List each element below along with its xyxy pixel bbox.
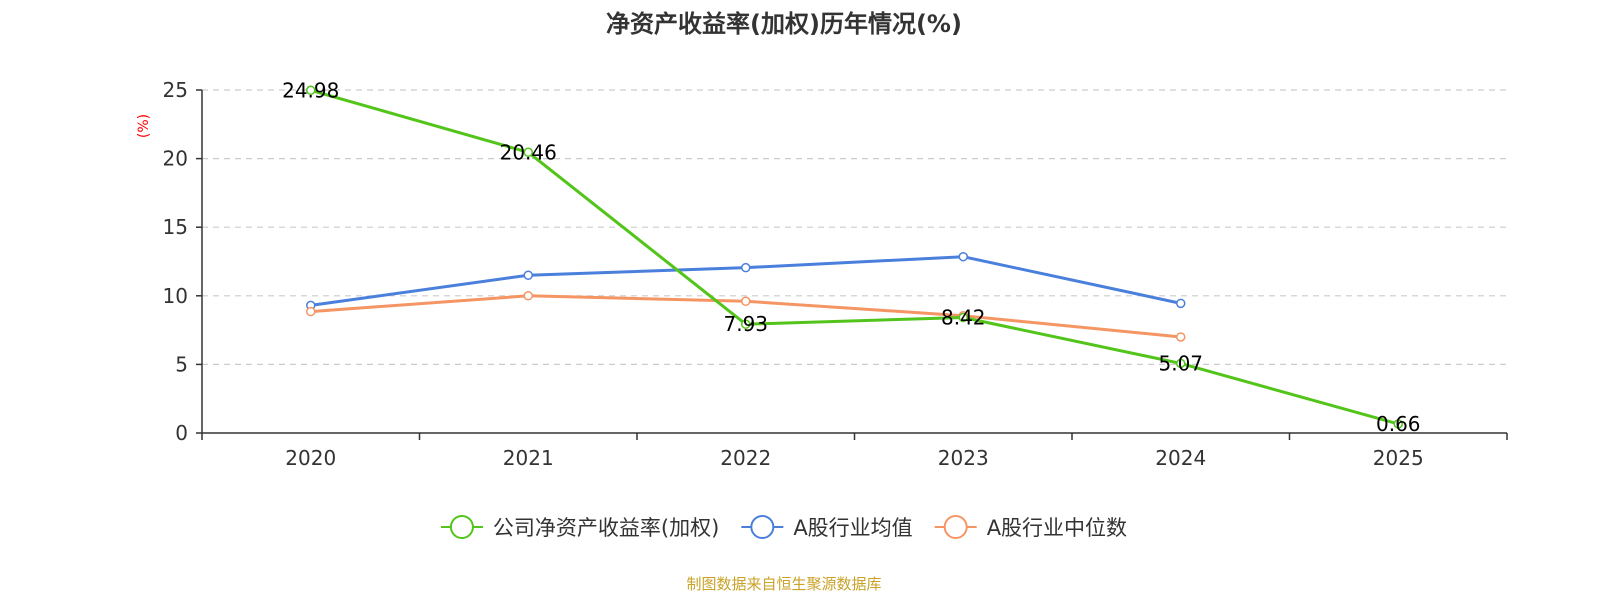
data-label: 20.46 [500, 140, 557, 164]
legend-item-2[interactable]: A股行业中位数 [934, 515, 1127, 540]
series-lines [306, 85, 1403, 429]
chart-title: 净资产收益率(加权)历年情况(%) [606, 10, 962, 38]
legend-circle-icon [750, 515, 775, 539]
data-label: 7.93 [723, 312, 768, 336]
data-point[interactable] [741, 319, 751, 329]
data-point[interactable] [523, 147, 533, 158]
data-point[interactable] [1393, 419, 1403, 429]
data-point[interactable] [958, 312, 968, 323]
legend-item-1[interactable]: A股行业均值 [741, 515, 913, 540]
data-label: 5.07 [1158, 351, 1203, 375]
x-tick-label: 2022 [720, 446, 771, 470]
y-tick-label: 15 [163, 215, 188, 239]
x-tick-label: 2020 [285, 446, 336, 470]
data-label: 8.42 [941, 305, 986, 329]
data-point[interactable] [1176, 332, 1186, 342]
x-tick-label: 2024 [1155, 446, 1206, 470]
y-tick-label: 25 [163, 78, 188, 102]
data-point[interactable] [741, 296, 751, 307]
y-tick-label: 5 [175, 352, 188, 376]
y-tick-label: 20 [163, 147, 188, 171]
legend-label: 公司净资产收益率(加权) [493, 516, 719, 540]
data-label: 0.66 [1376, 412, 1421, 436]
y-tick-label: 10 [163, 284, 188, 308]
data-labels: 24.98 20.46 7.93 8.42 5.07 0.66 [282, 78, 1420, 436]
data-point[interactable] [306, 85, 316, 96]
y-axis-label: (%) [136, 114, 152, 138]
legend-circle-icon [449, 515, 474, 539]
data-point[interactable] [523, 270, 533, 280]
data-point[interactable] [523, 291, 533, 301]
legend-circle-icon [943, 515, 968, 539]
legend-label: A股行业中位数 [987, 516, 1127, 540]
x-tick-label: 2025 [1373, 446, 1424, 470]
y-tick-label: 0 [175, 421, 188, 445]
grid-lines [202, 89, 1507, 365]
source-note: 制图数据来自恒生聚源数据库 [686, 575, 881, 593]
legend[interactable]: 公司净资产收益率(加权) A股行业均值 A股行业中位数 [440, 515, 1127, 540]
data-point[interactable] [958, 251, 968, 262]
series-line-0 [310, 88, 1399, 426]
data-point[interactable] [306, 306, 316, 317]
data-point[interactable] [741, 262, 751, 273]
data-label: 24.98 [282, 78, 339, 102]
x-tick-label: 2021 [503, 446, 554, 470]
legend-label: A股行业均值 [793, 516, 912, 540]
data-point[interactable] [1176, 298, 1186, 309]
x-tick-label: 2023 [938, 446, 989, 470]
legend-item-0[interactable]: 公司净资产收益率(加权) [440, 515, 719, 540]
data-point[interactable] [1176, 358, 1186, 369]
